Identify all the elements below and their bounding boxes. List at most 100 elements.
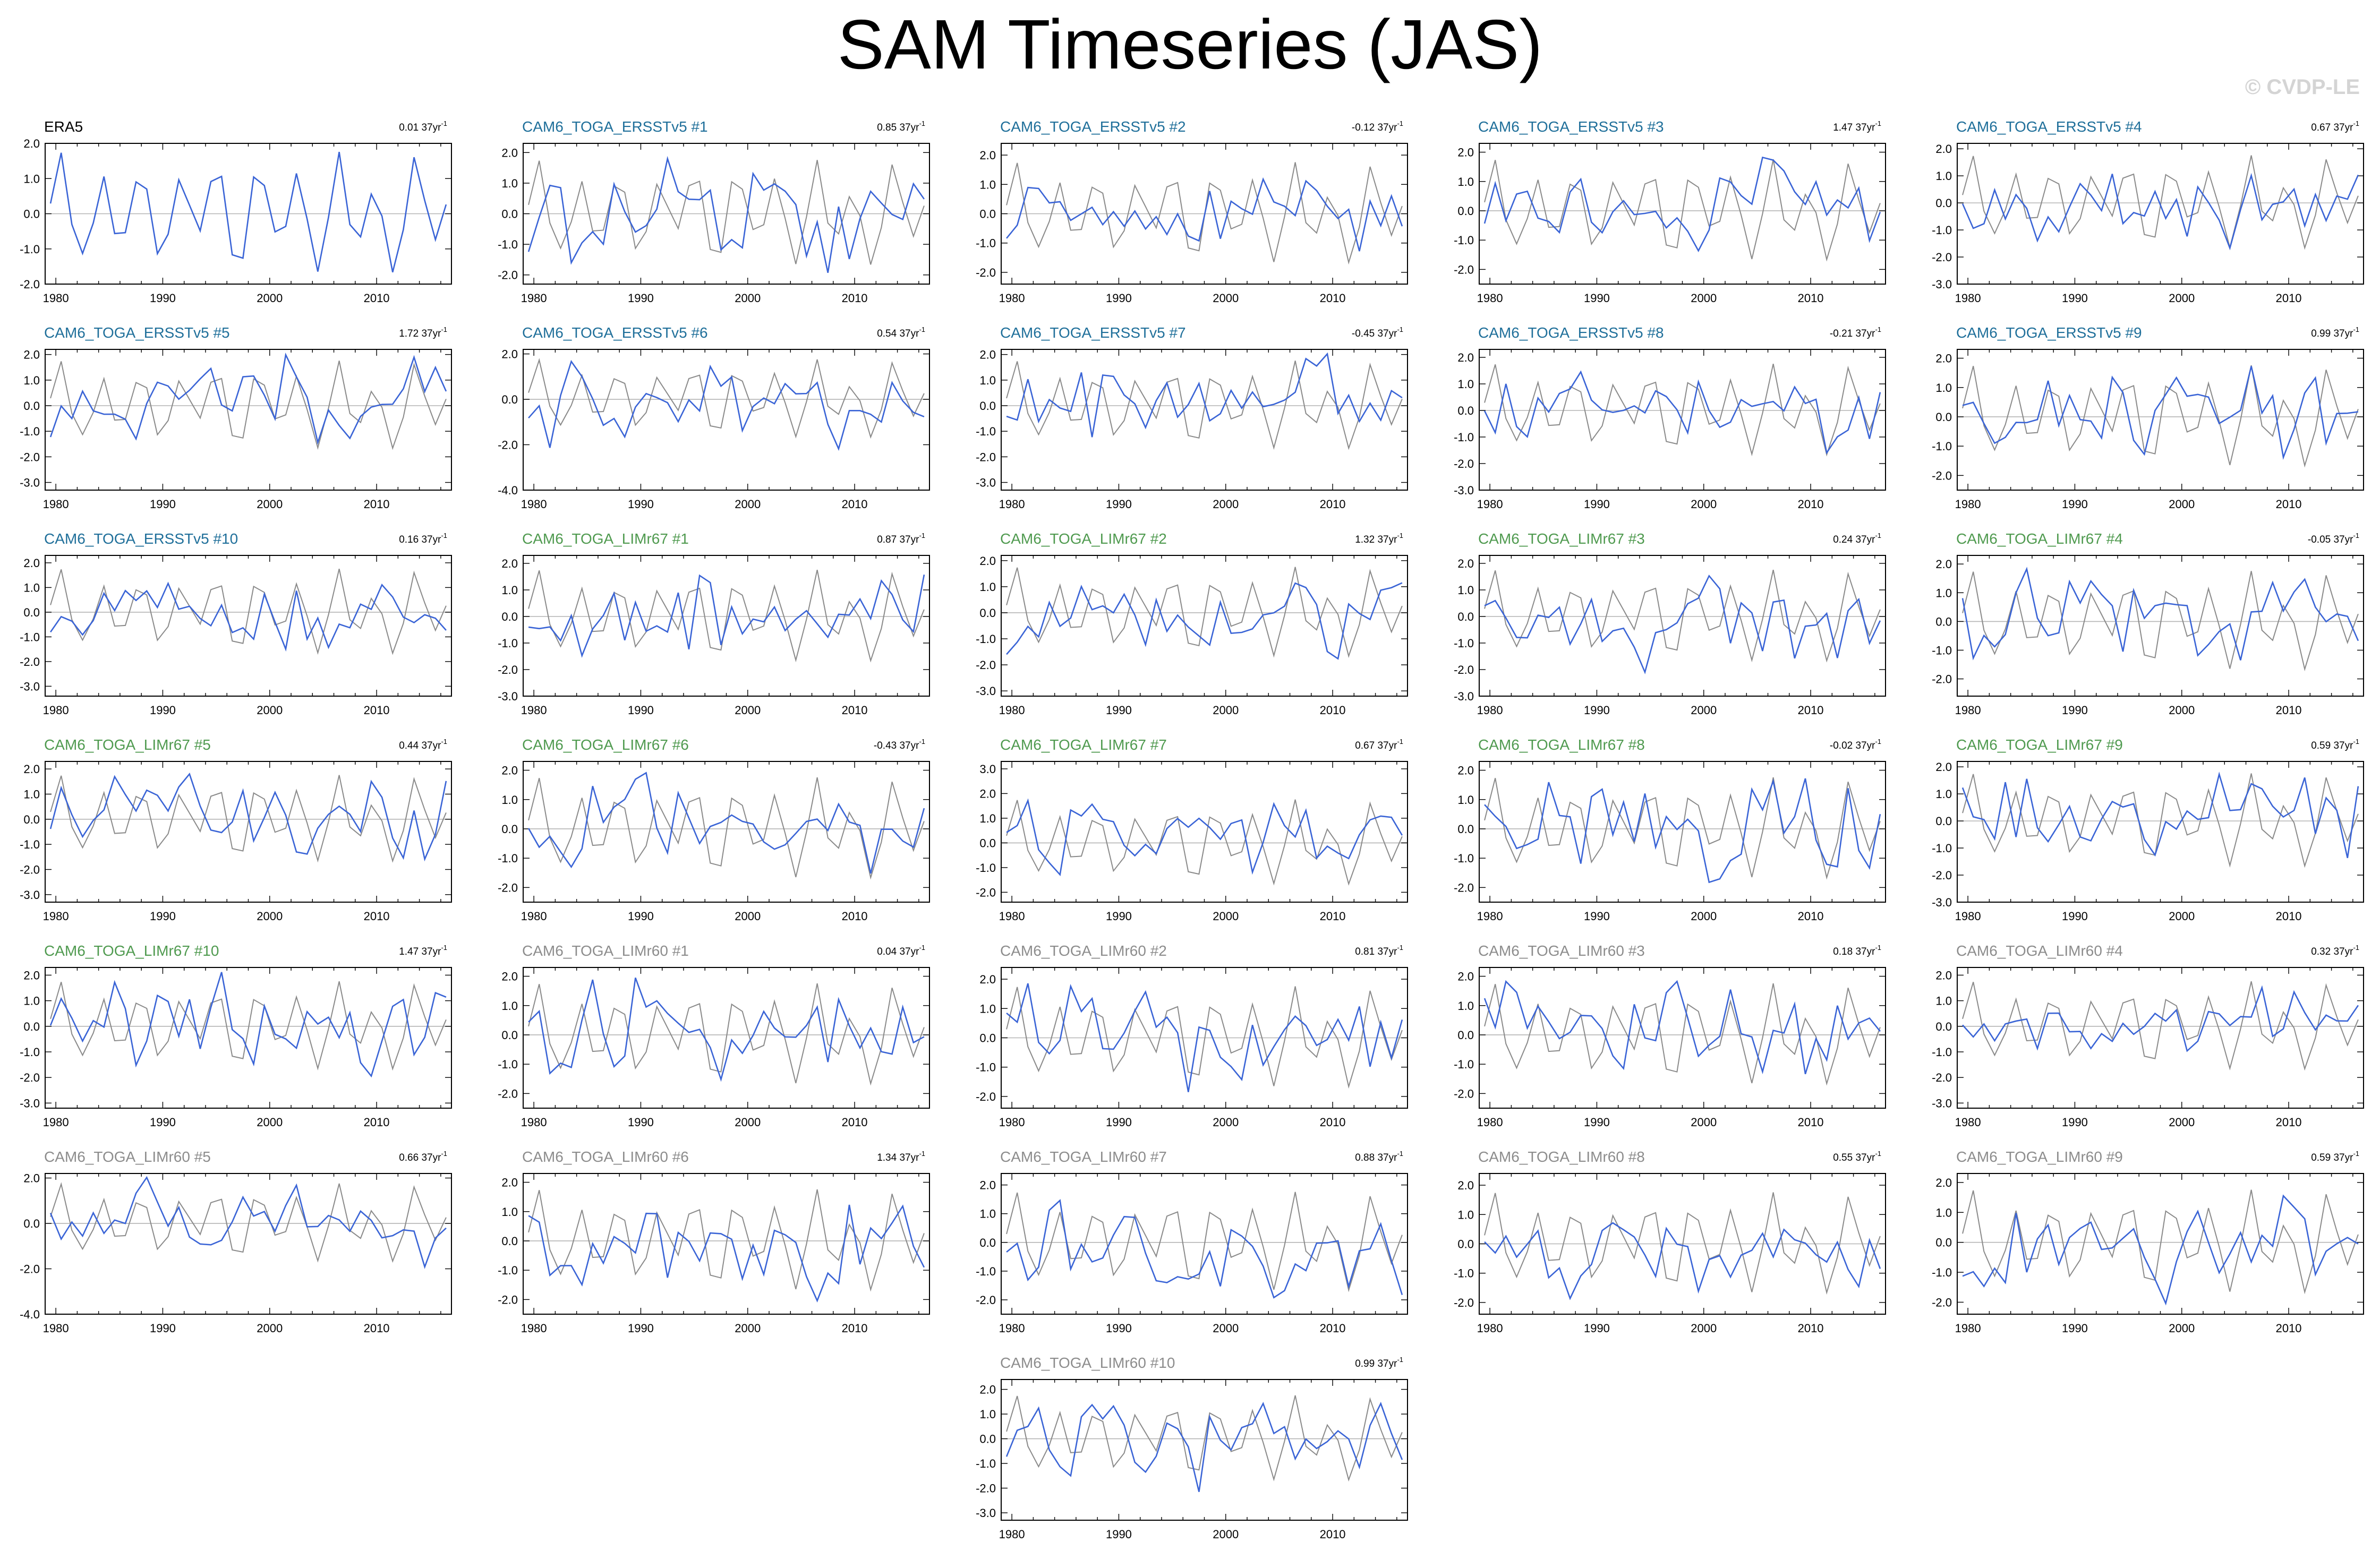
y-tick-label: 2.0 (1457, 557, 1474, 570)
x-tick-label: 1990 (2062, 1116, 2088, 1129)
panel-title: CAM6_TOGA_LIMr67 #1 (522, 530, 689, 547)
x-tick-label: 2010 (2276, 498, 2302, 511)
x-tick-label: 1990 (150, 498, 176, 511)
y-tick-label: -1.0 (976, 861, 996, 875)
x-tick-label: 1990 (628, 498, 654, 511)
y-tick-label: -2.0 (976, 1482, 996, 1495)
x-tick-label: 2010 (1320, 910, 1346, 923)
y-tick-label: 0.0 (1935, 815, 1952, 828)
chart-panel: 1980 1990 2000 2010 2.0 1.0 0.0 -1.0 -2.0 CAM6_TO… (498, 118, 930, 305)
member-series-line (1962, 985, 2359, 1052)
x-tick-label: 1990 (628, 1116, 654, 1129)
chart-panel: 1980 1990 2000 2010 2.0 1.0 0.0 -1.0 -2.0 CAM6_TO… (498, 1149, 930, 1335)
y-tick-label: -2.0 (1932, 251, 1952, 264)
y-tick-label: -2.0 (1454, 263, 1474, 276)
y-tick-label: 1.0 (23, 995, 40, 1008)
x-tick-label: 2010 (364, 292, 390, 305)
y-tick-label: -3.0 (1454, 690, 1474, 703)
y-tick-label: -3.0 (498, 690, 518, 703)
plot-frame (45, 349, 452, 491)
x-tick-label: 1980 (43, 1116, 69, 1129)
chart-panel: 1980 1990 2000 2010 2.0 1.0 0.0 -1.0 -2.0 -3.0 CAM… (498, 530, 930, 717)
x-tick-label: 2000 (2169, 1322, 2195, 1335)
y-tick-label: -2.0 (1932, 869, 1952, 882)
x-tick-label: 1980 (521, 1322, 547, 1335)
chart-panel: 1980 1990 2000 2010 2.0 1.0 0.0 -1.0 -2.0 CAM6_TO… (1932, 530, 2364, 717)
panel-title: CAM6_TOGA_LIMr67 #9 (1956, 736, 2123, 753)
x-tick-label: 1980 (1477, 704, 1503, 717)
panel-title: CAM6_TOGA_ERSSTv5 #4 (1956, 118, 2142, 135)
panel-title: CAM6_TOGA_LIMr67 #8 (1478, 736, 1645, 753)
member-series-line (528, 574, 925, 658)
reference-series-line (528, 160, 925, 265)
reference-series-line (528, 777, 925, 880)
trend-label: 0.59 37yr-1 (2311, 1150, 2359, 1163)
y-tick-label: -2.0 (498, 663, 518, 676)
x-tick-label: 2000 (1691, 1322, 1717, 1335)
chart-panel: 1980 1990 2000 2010 2.0 1.0 0.0 -1.0 -2.0 ERA5 0.0… (20, 118, 452, 305)
x-tick-label: 2000 (1213, 910, 1239, 923)
page-title: SAM Timeseries (JAS) (837, 5, 1543, 83)
panel-title: CAM6_TOGA_LIMr67 #6 (522, 736, 689, 753)
member-series-line (49, 352, 447, 445)
y-tick-label: 2.0 (501, 970, 518, 983)
y-tick-label: 2.0 (23, 969, 40, 982)
reference-series-line (1484, 1192, 1881, 1295)
y-tick-label: -2.0 (20, 863, 40, 876)
y-tick-label: 0.0 (1457, 822, 1474, 836)
trend-label: 0.54 37yr-1 (877, 325, 925, 339)
x-tick-label: 2010 (1320, 1528, 1346, 1541)
y-tick-label: 1.0 (1457, 175, 1474, 188)
y-tick-label: 0.0 (23, 399, 40, 413)
trend-label: 0.32 37yr-1 (2311, 944, 2359, 957)
y-tick-label: 0.0 (501, 208, 518, 221)
panel-title: CAM6_TOGA_LIMr67 #5 (44, 736, 211, 753)
y-tick-label: -2.0 (1932, 1296, 1952, 1309)
chart-panel: 1980 1990 2000 2010 2.0 1.0 0.0 -1.0 -2.0 -3.0 CAM… (20, 942, 452, 1129)
chart-panel: 1980 1990 2000 2010 2.0 1.0 0.0 -1.0 -2.0 CAM6_TO… (498, 942, 930, 1129)
y-tick-label: 2.0 (501, 764, 518, 777)
y-tick-label: 0.0 (501, 822, 518, 836)
y-tick-label: 2.0 (979, 149, 996, 162)
y-tick-label: 0.0 (1457, 610, 1474, 623)
y-tick-label: -1.0 (1932, 1046, 1952, 1059)
y-tick-label: -3.0 (976, 1506, 996, 1520)
y-tick-label: -2.0 (1454, 663, 1474, 676)
member-series-line (1006, 983, 1403, 1092)
y-tick-label: -4.0 (20, 1308, 40, 1321)
x-tick-label: 2000 (257, 1322, 283, 1335)
panel-title: CAM6_TOGA_LIMr60 #6 (522, 1149, 689, 1165)
chart-panel: 1980 1990 2000 2010 2.0 1.0 0.0 -1.0 -2.0 -3.0 CAM… (20, 736, 452, 923)
x-tick-label: 2010 (1798, 704, 1824, 717)
x-tick-label: 1980 (1955, 1116, 1981, 1129)
x-tick-label: 2010 (1798, 498, 1824, 511)
trend-label: -0.12 37yr-1 (1352, 119, 1403, 133)
x-tick-label: 1980 (999, 292, 1025, 305)
trend-label: 1.47 37yr-1 (399, 944, 447, 957)
x-tick-label: 2000 (1213, 1322, 1239, 1335)
y-tick-label: -2.0 (1932, 673, 1952, 686)
x-tick-label: 2010 (364, 498, 390, 511)
y-tick-label: 2.0 (501, 146, 518, 159)
member-series-line (1006, 582, 1403, 660)
y-tick-label: 2.0 (1457, 1179, 1474, 1192)
x-tick-label: 1980 (43, 910, 69, 923)
x-tick-label: 1990 (2062, 704, 2088, 717)
x-tick-label: 2000 (2169, 910, 2195, 923)
y-tick-label: -3.0 (1454, 484, 1474, 497)
panel-title: CAM6_TOGA_ERSSTv5 #9 (1956, 324, 2142, 341)
x-tick-label: 1980 (1477, 498, 1503, 511)
y-tick-label: 1.0 (979, 1002, 996, 1015)
chart-panel: 1980 1990 2000 2010 2.0 1.0 0.0 -1.0 -2.0 -3.0 CAM… (20, 530, 452, 717)
y-tick-label: -3.0 (20, 888, 40, 902)
y-tick-label: -1.0 (20, 838, 40, 851)
y-tick-label: -1.0 (498, 1058, 518, 1071)
y-tick-label: -1.0 (498, 852, 518, 865)
member-series-line (49, 972, 447, 1078)
y-tick-label: 0.0 (1457, 404, 1474, 417)
x-tick-label: 2010 (1320, 704, 1346, 717)
x-tick-label: 1980 (43, 1322, 69, 1335)
panel-title: CAM6_TOGA_LIMr60 #1 (522, 942, 689, 959)
x-tick-label: 2000 (257, 1116, 283, 1129)
trend-label: -0.05 37yr-1 (2308, 532, 2359, 545)
